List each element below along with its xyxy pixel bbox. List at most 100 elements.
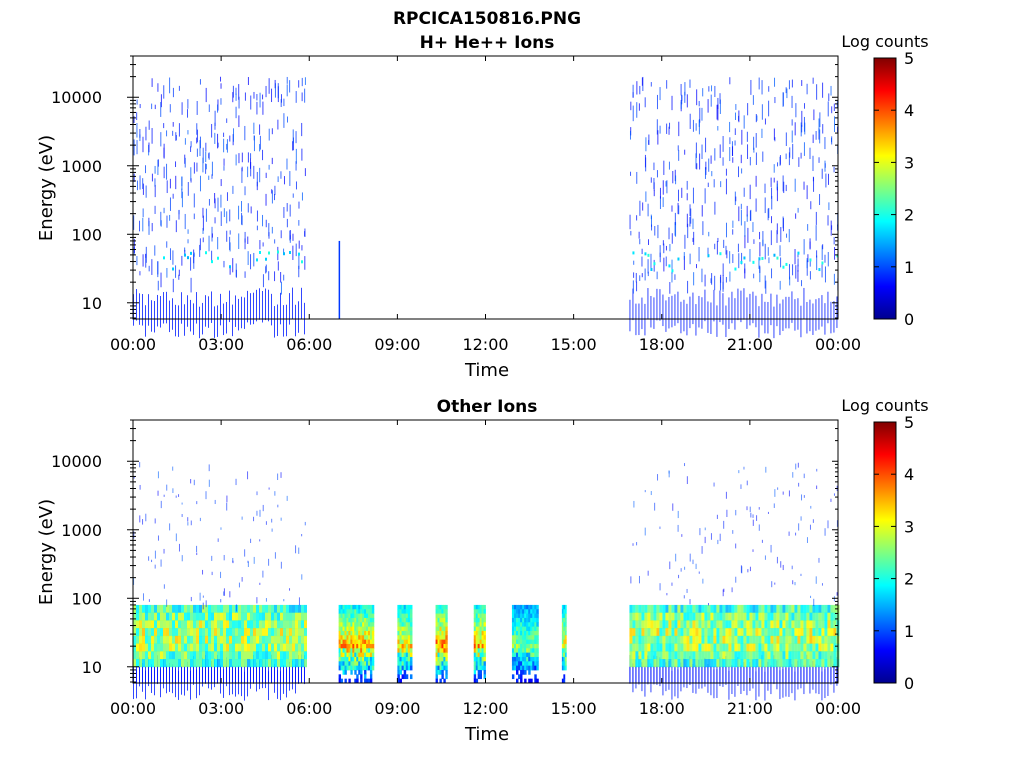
data-cell xyxy=(743,620,747,629)
data-streak xyxy=(274,271,276,282)
data-cell xyxy=(352,648,355,654)
data-cell xyxy=(253,643,256,652)
data-cell xyxy=(405,661,409,667)
data-cell xyxy=(564,656,567,662)
data-cell xyxy=(536,630,539,636)
data-cell xyxy=(151,612,154,621)
data-cell xyxy=(644,604,648,614)
data-cell xyxy=(701,612,705,621)
data-cell xyxy=(522,639,525,645)
data-cell xyxy=(734,643,738,652)
data-streak xyxy=(268,271,270,281)
data-cell xyxy=(653,651,657,660)
data-streak xyxy=(250,162,252,177)
data-cell xyxy=(481,652,484,658)
data-cell xyxy=(635,643,639,652)
data-streak xyxy=(795,103,797,118)
data-cell xyxy=(283,659,286,668)
data-streak xyxy=(798,523,800,531)
data-cell xyxy=(217,635,220,644)
data-streak xyxy=(680,666,682,683)
data-streak xyxy=(831,106,833,114)
data-cell xyxy=(473,656,477,662)
data-cell xyxy=(175,628,178,637)
data-cell xyxy=(265,620,268,629)
data-streak xyxy=(145,126,147,141)
data-cell xyxy=(536,643,539,649)
data-cell xyxy=(169,612,172,621)
data-cell xyxy=(475,656,479,662)
data-streak xyxy=(226,211,228,224)
data-cell xyxy=(409,622,413,628)
data-cell xyxy=(409,639,413,645)
data-cell xyxy=(145,651,148,660)
data-streak xyxy=(244,666,245,683)
data-cell xyxy=(399,643,402,649)
data-cell xyxy=(358,639,361,645)
data-cell xyxy=(522,622,525,628)
data-streak xyxy=(289,588,291,591)
data-cell xyxy=(629,604,633,614)
data-cell xyxy=(208,643,211,652)
data-streak xyxy=(791,666,793,683)
data-cell xyxy=(352,652,355,658)
data-cell xyxy=(564,617,567,623)
data-cell xyxy=(743,659,747,668)
data-cell xyxy=(513,665,517,671)
data-cell xyxy=(737,612,741,621)
data-cell xyxy=(473,674,477,680)
data-cell xyxy=(151,635,154,644)
data-cell xyxy=(725,643,729,652)
data-streak xyxy=(250,538,252,543)
data-streak xyxy=(815,576,817,584)
data-cell xyxy=(737,635,741,644)
data-cell xyxy=(815,659,819,668)
data-cell xyxy=(133,612,136,621)
data-cell xyxy=(214,635,217,644)
data-cell xyxy=(473,678,477,684)
data-cell xyxy=(274,659,277,668)
data-cell xyxy=(280,643,283,652)
data-cell xyxy=(142,620,145,629)
data-streak xyxy=(232,557,234,563)
data-streak xyxy=(809,524,811,530)
data-cell xyxy=(520,652,523,658)
data-cell xyxy=(181,628,184,637)
data-streak xyxy=(705,137,707,153)
data-streak xyxy=(202,215,204,231)
data-cell xyxy=(196,659,199,668)
data-cell xyxy=(371,604,375,610)
data-cell xyxy=(656,628,660,637)
data-cell xyxy=(358,613,361,619)
data-cell xyxy=(713,659,717,668)
data-cell xyxy=(532,630,535,636)
data-cell xyxy=(350,626,353,632)
data-cell xyxy=(259,659,262,668)
data-cell xyxy=(516,661,519,667)
data-streak xyxy=(247,203,249,213)
data-streak xyxy=(833,666,835,683)
data-streak xyxy=(166,180,168,194)
data-cell xyxy=(564,639,567,645)
data-cell xyxy=(346,648,349,654)
data-streak xyxy=(226,302,227,334)
data-streak xyxy=(632,251,635,255)
data-cell xyxy=(758,604,762,614)
data-cell xyxy=(358,630,361,636)
data-streak xyxy=(671,270,673,283)
data-cell xyxy=(764,612,768,621)
data-cell xyxy=(641,659,645,668)
data-cell xyxy=(632,643,636,652)
data-streak xyxy=(780,227,782,242)
data-cell xyxy=(220,659,223,668)
data-cell xyxy=(157,612,160,621)
data-streak xyxy=(707,182,709,188)
data-cell xyxy=(136,659,139,668)
data-cell xyxy=(405,648,409,654)
data-cell xyxy=(671,628,675,637)
data-cell xyxy=(283,612,286,621)
data-cell xyxy=(561,630,564,636)
data-cell xyxy=(522,630,525,636)
data-streak xyxy=(238,153,240,164)
data-cell xyxy=(184,604,187,614)
